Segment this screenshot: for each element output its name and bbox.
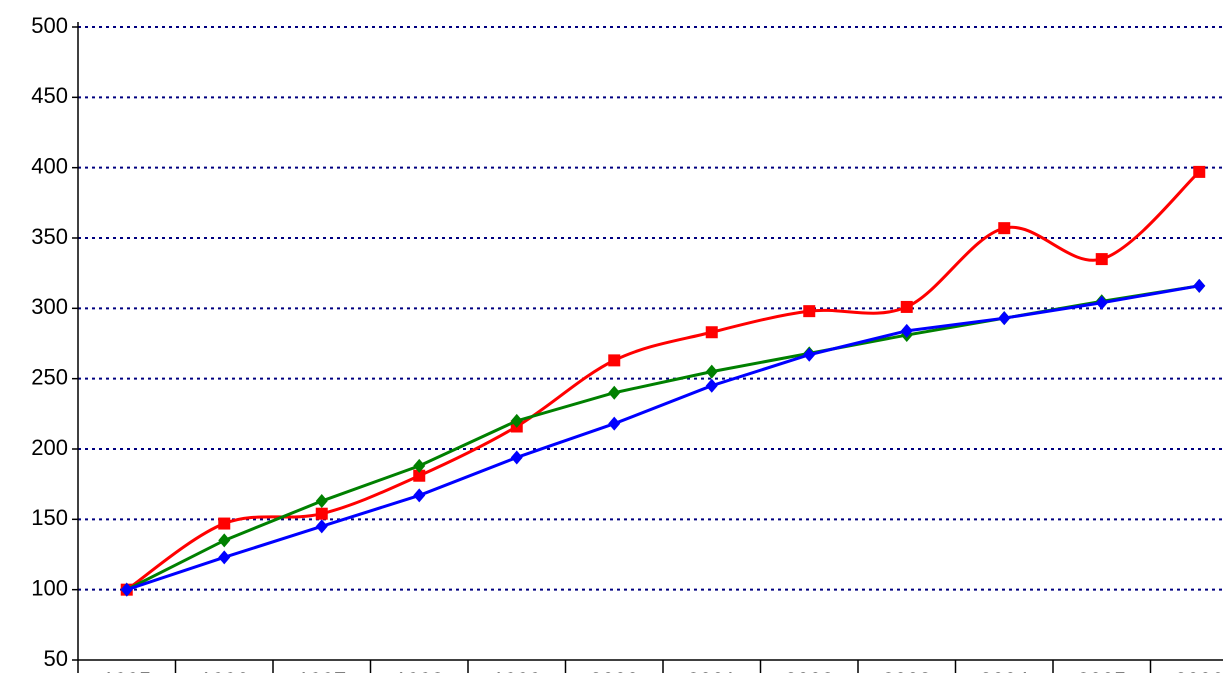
marker xyxy=(218,550,231,565)
x-tick-label: 1997 xyxy=(297,668,346,673)
y-tick-label: 250 xyxy=(31,364,68,389)
x-tick-label: 2004 xyxy=(980,668,1029,673)
y-tick-label: 200 xyxy=(31,435,68,460)
marker xyxy=(510,450,523,465)
marker xyxy=(900,300,913,313)
marker xyxy=(608,354,621,367)
marker xyxy=(315,519,328,534)
marker xyxy=(705,364,718,379)
x-tick-label: 2003 xyxy=(882,668,931,673)
y-tick-label: 150 xyxy=(31,505,68,530)
marker xyxy=(413,458,426,473)
series-line xyxy=(125,170,1201,591)
x-tick-label: 2006 xyxy=(1175,668,1223,673)
marker xyxy=(1095,253,1108,266)
marker xyxy=(510,413,523,428)
marker xyxy=(900,323,913,338)
series-line xyxy=(126,284,1200,592)
y-tick-label: 500 xyxy=(31,13,68,38)
series-line xyxy=(126,284,1200,592)
marker xyxy=(608,416,621,431)
y-tick-label: 400 xyxy=(31,153,68,178)
x-tick-label: 1995 xyxy=(102,668,151,673)
y-tick-label: 350 xyxy=(31,224,68,249)
marker xyxy=(1095,295,1108,310)
marker xyxy=(803,305,816,318)
marker xyxy=(803,347,816,362)
x-tick-label: 1998 xyxy=(395,668,444,673)
marker xyxy=(998,222,1011,235)
marker xyxy=(218,517,231,530)
y-tick-label: 100 xyxy=(31,575,68,600)
marker xyxy=(608,385,621,400)
x-tick-label: 1999 xyxy=(492,668,541,673)
marker xyxy=(413,469,426,482)
y-tick-label: 50 xyxy=(44,646,68,671)
y-tick-label: 450 xyxy=(31,83,68,108)
marker xyxy=(998,311,1011,326)
x-tick-label: 2000 xyxy=(590,668,639,673)
marker xyxy=(315,507,328,520)
x-tick-label: 1996 xyxy=(200,668,249,673)
marker xyxy=(1193,165,1206,178)
marker xyxy=(413,488,426,503)
marker xyxy=(120,582,133,597)
marker xyxy=(1193,278,1206,293)
marker xyxy=(218,533,231,548)
marker xyxy=(705,326,718,339)
y-tick-label: 300 xyxy=(31,294,68,319)
x-tick-label: 2001 xyxy=(687,668,736,673)
marker xyxy=(705,378,718,393)
x-tick-label: 2005 xyxy=(1077,668,1126,673)
marker xyxy=(315,494,328,509)
